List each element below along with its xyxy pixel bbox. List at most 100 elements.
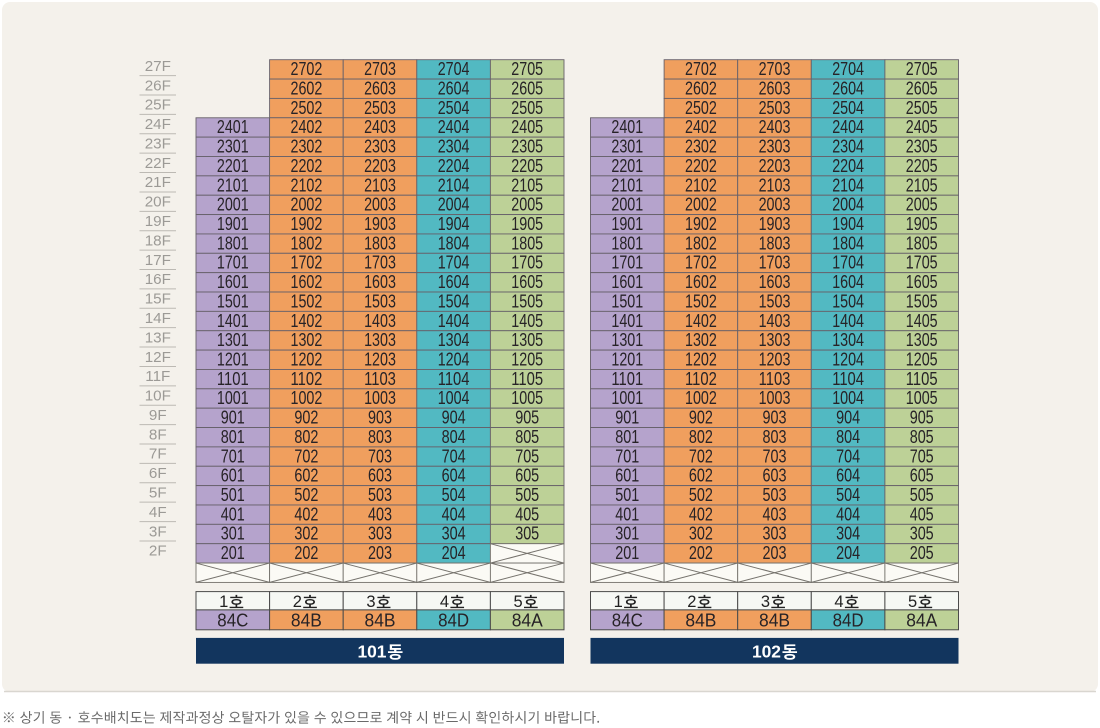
svg-text:2101: 2101: [611, 174, 643, 195]
svg-text:1901: 1901: [217, 213, 249, 234]
svg-text:3: 3: [366, 593, 375, 611]
svg-text:1705: 1705: [511, 252, 543, 273]
svg-text:1803: 1803: [364, 232, 396, 253]
svg-text:1702: 1702: [685, 252, 717, 273]
svg-text:1601: 1601: [217, 271, 249, 292]
svg-text:1604: 1604: [438, 271, 470, 292]
svg-text:1703: 1703: [364, 252, 396, 273]
svg-text:2604: 2604: [438, 77, 470, 98]
svg-text:84A: 84A: [512, 610, 543, 630]
svg-text:1302: 1302: [685, 329, 717, 350]
svg-text:3: 3: [761, 593, 770, 611]
svg-text:905: 905: [910, 407, 934, 428]
svg-text:404: 404: [836, 503, 860, 524]
svg-text:301: 301: [615, 523, 639, 544]
svg-text:1403: 1403: [759, 310, 791, 331]
svg-text:1205: 1205: [511, 349, 543, 370]
svg-text:1401: 1401: [611, 310, 643, 331]
svg-text:804: 804: [442, 426, 466, 447]
svg-text:15F: 15F: [145, 291, 171, 308]
svg-text:1803: 1803: [759, 232, 791, 253]
svg-text:701: 701: [221, 445, 245, 466]
svg-text:2303: 2303: [364, 136, 396, 157]
svg-text:1704: 1704: [832, 252, 864, 273]
svg-text:18F: 18F: [145, 232, 171, 249]
svg-text:1301: 1301: [611, 329, 643, 350]
svg-text:302: 302: [689, 523, 713, 544]
svg-text:202: 202: [689, 542, 713, 563]
svg-text:1904: 1904: [438, 213, 470, 234]
svg-text:1602: 1602: [685, 271, 717, 292]
svg-text:1801: 1801: [217, 232, 249, 253]
svg-text:84B: 84B: [365, 610, 396, 630]
svg-text:505: 505: [910, 484, 934, 505]
svg-text:5: 5: [908, 593, 917, 611]
svg-text:84D: 84D: [438, 610, 469, 630]
svg-text:702: 702: [294, 445, 318, 466]
svg-text:304: 304: [836, 523, 860, 544]
svg-text:26F: 26F: [145, 77, 171, 94]
svg-text:84C: 84C: [217, 610, 248, 630]
svg-text:84D: 84D: [833, 610, 864, 630]
svg-text:805: 805: [910, 426, 934, 447]
svg-text:1603: 1603: [364, 271, 396, 292]
svg-text:2202: 2202: [685, 155, 717, 176]
svg-text:2502: 2502: [291, 97, 323, 118]
svg-text:902: 902: [689, 407, 713, 428]
svg-text:2203: 2203: [364, 155, 396, 176]
svg-text:1905: 1905: [906, 213, 938, 234]
svg-text:1503: 1503: [759, 290, 791, 311]
svg-text:502: 502: [689, 484, 713, 505]
svg-text:905: 905: [515, 407, 539, 428]
svg-text:1402: 1402: [685, 310, 717, 331]
svg-text:1001: 1001: [611, 387, 643, 408]
svg-text:2703: 2703: [759, 58, 791, 79]
svg-text:2202: 2202: [291, 155, 323, 176]
svg-text:2104: 2104: [832, 174, 864, 195]
svg-text:201: 201: [615, 542, 639, 563]
svg-text:1501: 1501: [217, 290, 249, 311]
svg-text:5: 5: [514, 593, 523, 611]
svg-text:603: 603: [368, 465, 392, 486]
svg-text:1101: 1101: [217, 368, 249, 389]
svg-text:805: 805: [515, 426, 539, 447]
svg-text:2704: 2704: [832, 58, 864, 79]
svg-text:2301: 2301: [611, 136, 643, 157]
svg-text:1103: 1103: [364, 368, 396, 389]
svg-text:2605: 2605: [511, 77, 543, 98]
svg-text:1701: 1701: [217, 252, 249, 273]
svg-text:2401: 2401: [217, 116, 249, 137]
svg-text:27F: 27F: [145, 58, 171, 75]
svg-text:4: 4: [834, 593, 843, 611]
svg-text:1204: 1204: [832, 349, 864, 370]
svg-text:2205: 2205: [511, 155, 543, 176]
svg-text:403: 403: [368, 503, 392, 524]
svg-text:503: 503: [368, 484, 392, 505]
svg-text:501: 501: [615, 484, 639, 505]
svg-text:2405: 2405: [511, 116, 543, 137]
svg-text:802: 802: [689, 426, 713, 447]
svg-text:2504: 2504: [438, 97, 470, 118]
svg-text:2503: 2503: [759, 97, 791, 118]
svg-text:504: 504: [836, 484, 860, 505]
svg-text:801: 801: [615, 426, 639, 447]
svg-text:1303: 1303: [364, 329, 396, 350]
svg-text:403: 403: [763, 503, 787, 524]
svg-text:1201: 1201: [611, 349, 643, 370]
svg-text:1003: 1003: [364, 387, 396, 408]
svg-text:2705: 2705: [511, 58, 543, 79]
svg-text:2: 2: [687, 593, 696, 611]
svg-text:22F: 22F: [145, 155, 171, 172]
svg-text:1905: 1905: [511, 213, 543, 234]
svg-text:2604: 2604: [832, 77, 864, 98]
svg-text:2605: 2605: [906, 77, 938, 98]
svg-text:205: 205: [910, 542, 934, 563]
svg-text:2304: 2304: [438, 136, 470, 157]
svg-text:2002: 2002: [685, 194, 717, 215]
svg-text:1605: 1605: [906, 271, 938, 292]
svg-text:2304: 2304: [832, 136, 864, 157]
svg-text:901: 901: [221, 407, 245, 428]
svg-text:11F: 11F: [145, 368, 170, 385]
svg-text:5F: 5F: [149, 484, 167, 501]
svg-text:605: 605: [910, 465, 934, 486]
